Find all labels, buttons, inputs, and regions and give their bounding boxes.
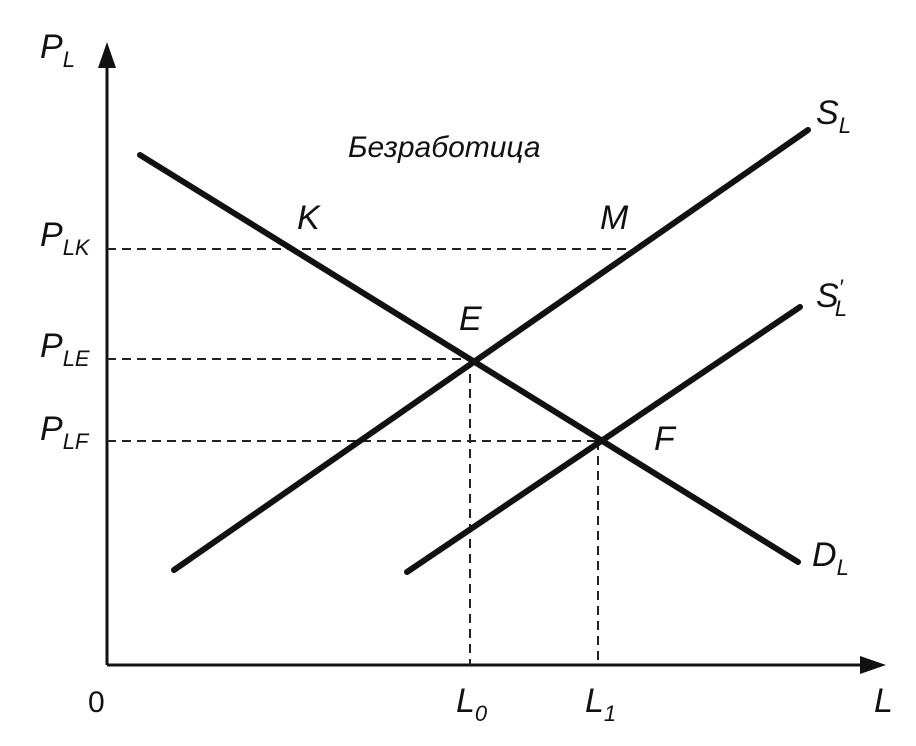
demand-curve-label: DL — [812, 536, 849, 580]
supply-shifted-curve — [404, 304, 803, 575]
origin-label: 0 — [88, 686, 105, 719]
point-label-m: M — [600, 199, 629, 237]
y-axis-arrow-icon — [98, 42, 116, 68]
point-label-e: E — [459, 300, 482, 338]
point-label-k: K — [297, 199, 321, 237]
point-label-f: F — [654, 420, 677, 458]
demand-curve — [137, 152, 801, 565]
unemployment-annotation: Безработица — [348, 131, 541, 164]
x-axis-arrow-icon — [860, 656, 886, 674]
tick-label-plk: PLK — [40, 216, 91, 260]
y-axis-label: PL — [40, 28, 75, 72]
supply-curve — [171, 127, 811, 573]
tick-label-l0: L0 — [456, 682, 488, 726]
supply-curve-label: SL — [816, 94, 851, 138]
tick-label-l1: L1 — [585, 682, 616, 726]
tick-label-ple: PLE — [40, 327, 90, 371]
x-axis-label: L — [874, 682, 893, 720]
supply-shifted-curve-label: S′ L — [816, 275, 847, 321]
tick-label-plf: PLF — [40, 410, 90, 454]
